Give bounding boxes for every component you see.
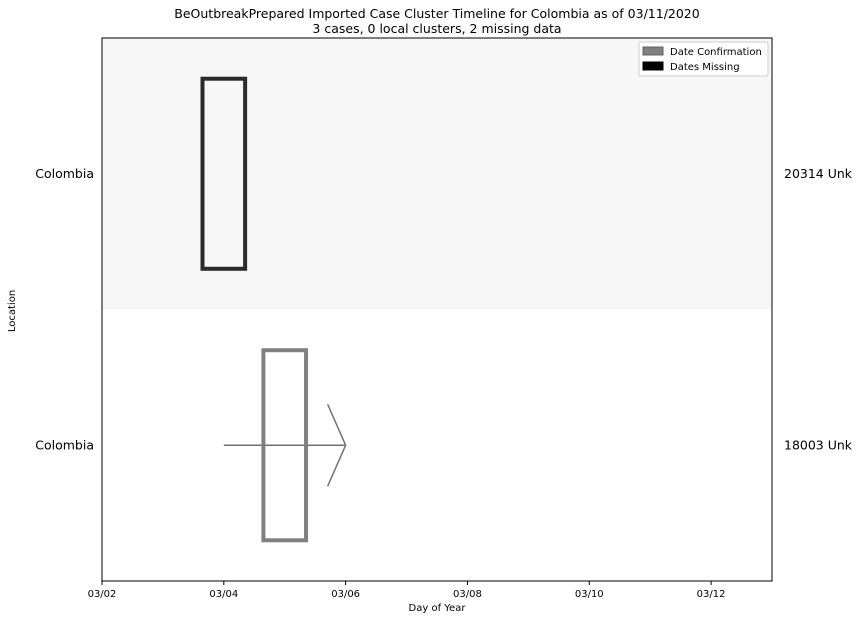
timeline-arrow-head: [326, 403, 347, 487]
legend-label: Dates Missing: [670, 62, 740, 73]
legend-box: [638, 41, 769, 77]
chart-subtitle: 3 cases, 0 local clusters, 2 missing dat…: [312, 21, 561, 36]
case-box: [200, 76, 248, 271]
x-tick-label: 03/04: [209, 589, 238, 600]
row-location-label: Colombia: [35, 166, 94, 181]
x-tick-label: 03/06: [331, 589, 360, 600]
legend-label: Date Confirmation: [670, 47, 762, 58]
x-tick-label: 03/10: [575, 589, 604, 600]
row-shade: [102, 38, 772, 310]
row-right-label: 20314 Unk: [784, 166, 853, 181]
y-axis-label: Location: [7, 290, 18, 332]
chart-title: BeOutbreakPrepared Imported Case Cluster…: [174, 6, 699, 21]
x-axis-label: Day of Year: [409, 603, 467, 614]
case-box: [261, 348, 309, 543]
legend-swatch: [642, 46, 664, 56]
legend-swatch: [642, 61, 664, 71]
plot-frame: [101, 37, 773, 582]
x-tick-label: 03/12: [697, 589, 726, 600]
x-tick-label: 03/08: [453, 589, 482, 600]
row-location-label: Colombia: [35, 437, 94, 452]
x-tick-label: 03/02: [88, 589, 117, 600]
row-right-label: 18003 Unk: [784, 437, 853, 452]
